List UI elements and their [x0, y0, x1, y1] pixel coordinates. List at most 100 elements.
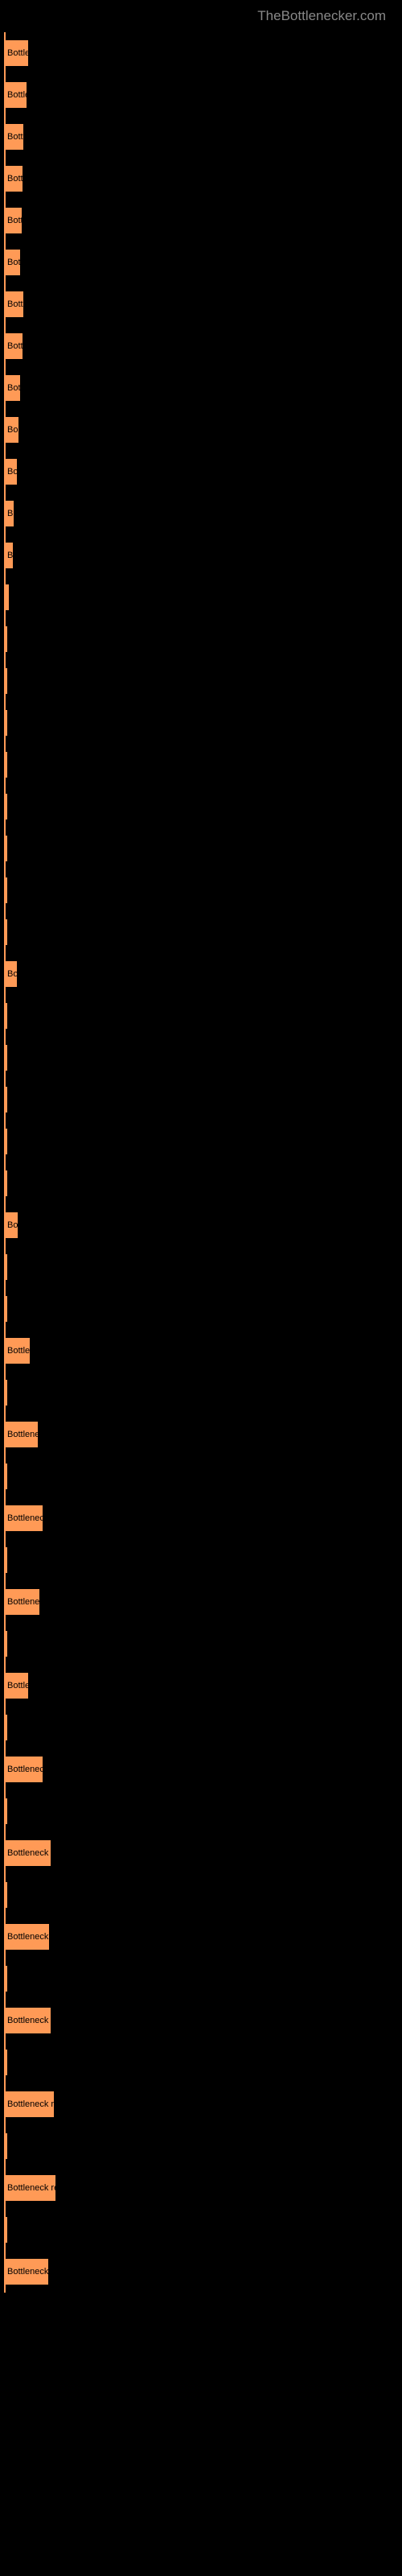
bar — [4, 1296, 7, 1322]
bar-row: B — [4, 493, 402, 535]
bar: Bott — [4, 291, 23, 317]
bar-row: Bottleneck res — [4, 2083, 402, 2125]
bar: B — [4, 501, 14, 526]
bar-row — [4, 1288, 402, 1330]
bar: Bottleneck res — [4, 2091, 54, 2117]
bar-row: Bott — [4, 158, 402, 200]
bar — [4, 2133, 7, 2159]
bar: Bottle — [4, 82, 27, 108]
bar: Bottle — [4, 40, 28, 66]
bar-row: Bot — [4, 242, 402, 283]
bar: Bot — [4, 250, 20, 275]
bar: Bo — [4, 1212, 18, 1238]
bar-row — [4, 911, 402, 953]
bar-row — [4, 2041, 402, 2083]
bar-row: Bott — [4, 200, 402, 242]
bar — [4, 1045, 7, 1071]
bar — [4, 1170, 7, 1196]
bar-row — [4, 744, 402, 786]
bar-row — [4, 786, 402, 828]
bar — [4, 836, 7, 861]
bar-row: Bo — [4, 409, 402, 451]
bar-row: Bo — [4, 1204, 402, 1246]
bar-row: Bottleneck — [4, 1497, 402, 1539]
bar-row — [4, 618, 402, 660]
bar: Bott — [4, 208, 22, 233]
bar-row: Bo — [4, 451, 402, 493]
site-header: TheBottlenecker.com — [0, 8, 402, 32]
bar-row — [4, 1623, 402, 1665]
bar-row: Bottleneck re — [4, 1832, 402, 1874]
bar-row — [4, 1707, 402, 1748]
bar — [4, 1966, 7, 1992]
bar-chart: Bottle Bottle Bott Bott Bott Bot Bott Bott Bot Bo… — [0, 32, 402, 2293]
bar-row — [4, 2209, 402, 2251]
bar-row — [4, 660, 402, 702]
bar: Bott — [4, 124, 23, 150]
bar — [4, 584, 9, 610]
bar-row: Bottleneck re — [4, 2000, 402, 2041]
bar-row: Bott — [4, 325, 402, 367]
bar-row: Bott — [4, 116, 402, 158]
bar: Bot — [4, 375, 20, 401]
bar-row — [4, 702, 402, 744]
bar: Bo — [4, 417, 18, 443]
bar-row — [4, 1790, 402, 1832]
bar — [4, 1003, 7, 1029]
bar: Bottleneck — [4, 1757, 43, 1782]
bar — [4, 1631, 7, 1657]
bar: Bott — [4, 333, 23, 359]
bars-container: Bottle Bottle Bott Bott Bott Bot Bott Bott Bot Bo… — [4, 32, 402, 2293]
bar: Bottle — [4, 1673, 28, 1699]
bar: Bott — [4, 166, 23, 192]
bar-row: Bo — [4, 953, 402, 995]
bar-row: Bottlenec — [4, 1581, 402, 1623]
bar-row — [4, 995, 402, 1037]
bar — [4, 1547, 7, 1573]
bar: Bottleneck r — [4, 2259, 48, 2285]
bar-row: Bottleneck res — [4, 2167, 402, 2209]
bar-row: Bottle — [4, 1330, 402, 1372]
bar-row: Bot — [4, 367, 402, 409]
bar — [4, 1798, 7, 1824]
bar: Bottleneck r — [4, 1924, 49, 1950]
bar — [4, 1087, 7, 1113]
bar-row — [4, 1539, 402, 1581]
bar: Bo — [4, 459, 17, 485]
bar-row: B — [4, 535, 402, 576]
bar — [4, 2217, 7, 2243]
bar-row — [4, 1874, 402, 1916]
bar-row — [4, 1455, 402, 1497]
bar-row: Bottleneck r — [4, 1916, 402, 1958]
bar: Bottleneck — [4, 1505, 43, 1531]
bar: Bottlenec — [4, 1422, 38, 1447]
bar — [4, 877, 7, 903]
bar-row: Bottle — [4, 74, 402, 116]
bar-row — [4, 2125, 402, 2167]
bar-row — [4, 1037, 402, 1079]
bar: B — [4, 543, 13, 568]
bar: Bottleneck re — [4, 2008, 51, 2033]
bar-row: Bottleneck — [4, 1748, 402, 1790]
bar-row: Bottlenec — [4, 1414, 402, 1455]
bar-row: Bottleneck r — [4, 2251, 402, 2293]
bar-row — [4, 1958, 402, 2000]
bar: Bottleneck re — [4, 1840, 51, 1866]
bar — [4, 1254, 7, 1280]
bar — [4, 710, 7, 736]
bar-row — [4, 1372, 402, 1414]
bar — [4, 752, 7, 778]
bar-row: Bottle — [4, 1665, 402, 1707]
site-name: TheBottlenecker.com — [257, 8, 386, 23]
bar-row — [4, 1162, 402, 1204]
bar-row — [4, 869, 402, 911]
bar: Bottle — [4, 1338, 30, 1364]
bar — [4, 794, 7, 819]
bar-row — [4, 576, 402, 618]
bar-row — [4, 1246, 402, 1288]
bar — [4, 1380, 7, 1406]
bar — [4, 668, 7, 694]
bar — [4, 919, 7, 945]
bar — [4, 1882, 7, 1908]
bar — [4, 626, 7, 652]
